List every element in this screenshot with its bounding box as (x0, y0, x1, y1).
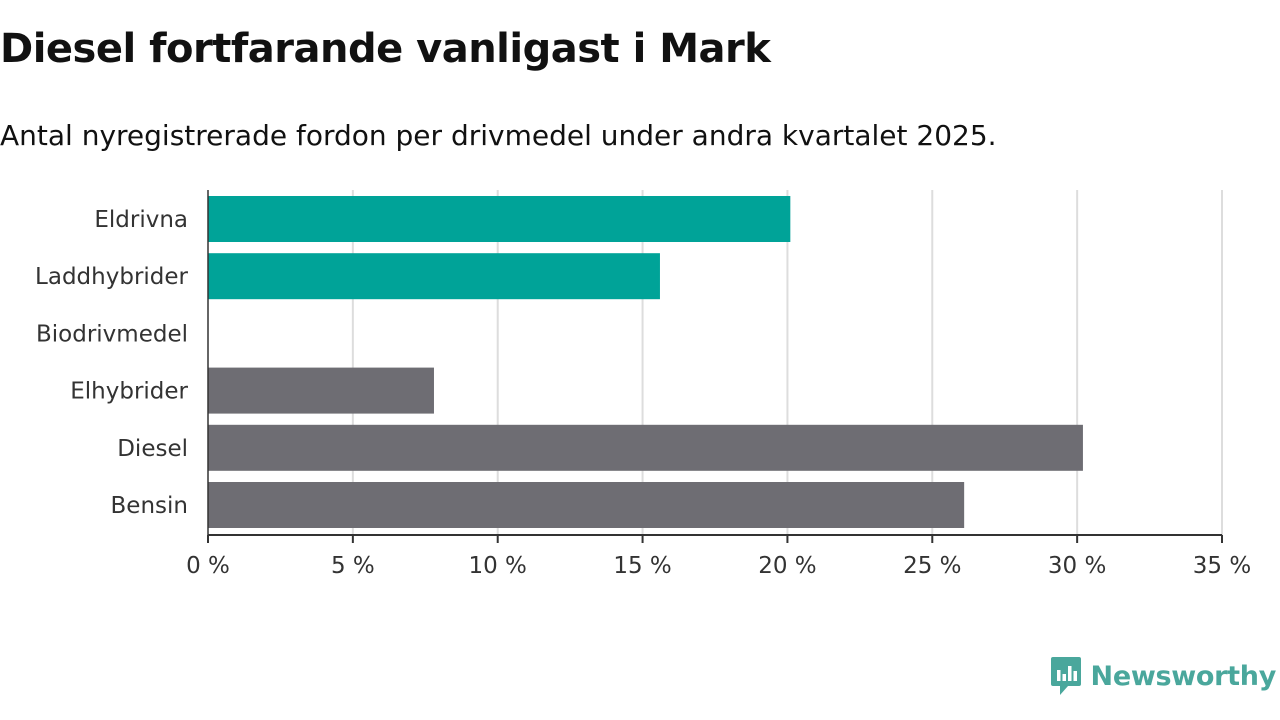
x-tick-label: 5 % (331, 553, 375, 579)
category-label: Diesel (117, 436, 188, 462)
x-axis: 0 % 5 % 10 % 15 % 20 % 25 % 30 % 35 % (186, 190, 1251, 579)
x-tick-label: 10 % (468, 553, 526, 579)
x-tick-label: 25 % (903, 553, 961, 579)
bar-elhybrider (208, 367, 434, 414)
category-labels: Eldrivna Laddhybrider Biodrivmedel Elhybrid… (35, 207, 188, 519)
newsworthy-logo-icon (1050, 657, 1081, 695)
brand-name: Newsworthy (1090, 660, 1277, 692)
bar-laddhybrider (208, 253, 660, 300)
x-tick-label: 30 % (1048, 553, 1106, 579)
bar-chart: 0 % 5 % 10 % 15 % 20 % 25 % 30 % 35 % Eldrivna L… (35, 190, 1251, 579)
bar-eldrivna (208, 196, 791, 242)
x-tick-label: 35 % (1193, 553, 1251, 579)
chart-subtitle: Antal nyregistrerade fordon per drivmede… (0, 119, 997, 152)
category-label: Biodrivmedel (36, 321, 188, 347)
x-tick-label: 20 % (758, 553, 816, 579)
category-label: Laddhybrider (35, 264, 188, 290)
gridlines (351, 190, 1223, 535)
x-tick-label: 15 % (613, 553, 671, 579)
category-label: Elhybrider (70, 379, 188, 405)
newsworthy-brand: Newsworthy (1049, 656, 1276, 696)
x-tick-label: 0 % (186, 553, 230, 579)
bar-bensin (208, 482, 965, 528)
chart-title: Diesel fortfarande vanligast i Mark (0, 26, 771, 72)
bar-diesel (208, 424, 1083, 471)
category-label: Eldrivna (94, 207, 188, 233)
bars (208, 196, 1083, 528)
category-label: Bensin (111, 493, 188, 519)
